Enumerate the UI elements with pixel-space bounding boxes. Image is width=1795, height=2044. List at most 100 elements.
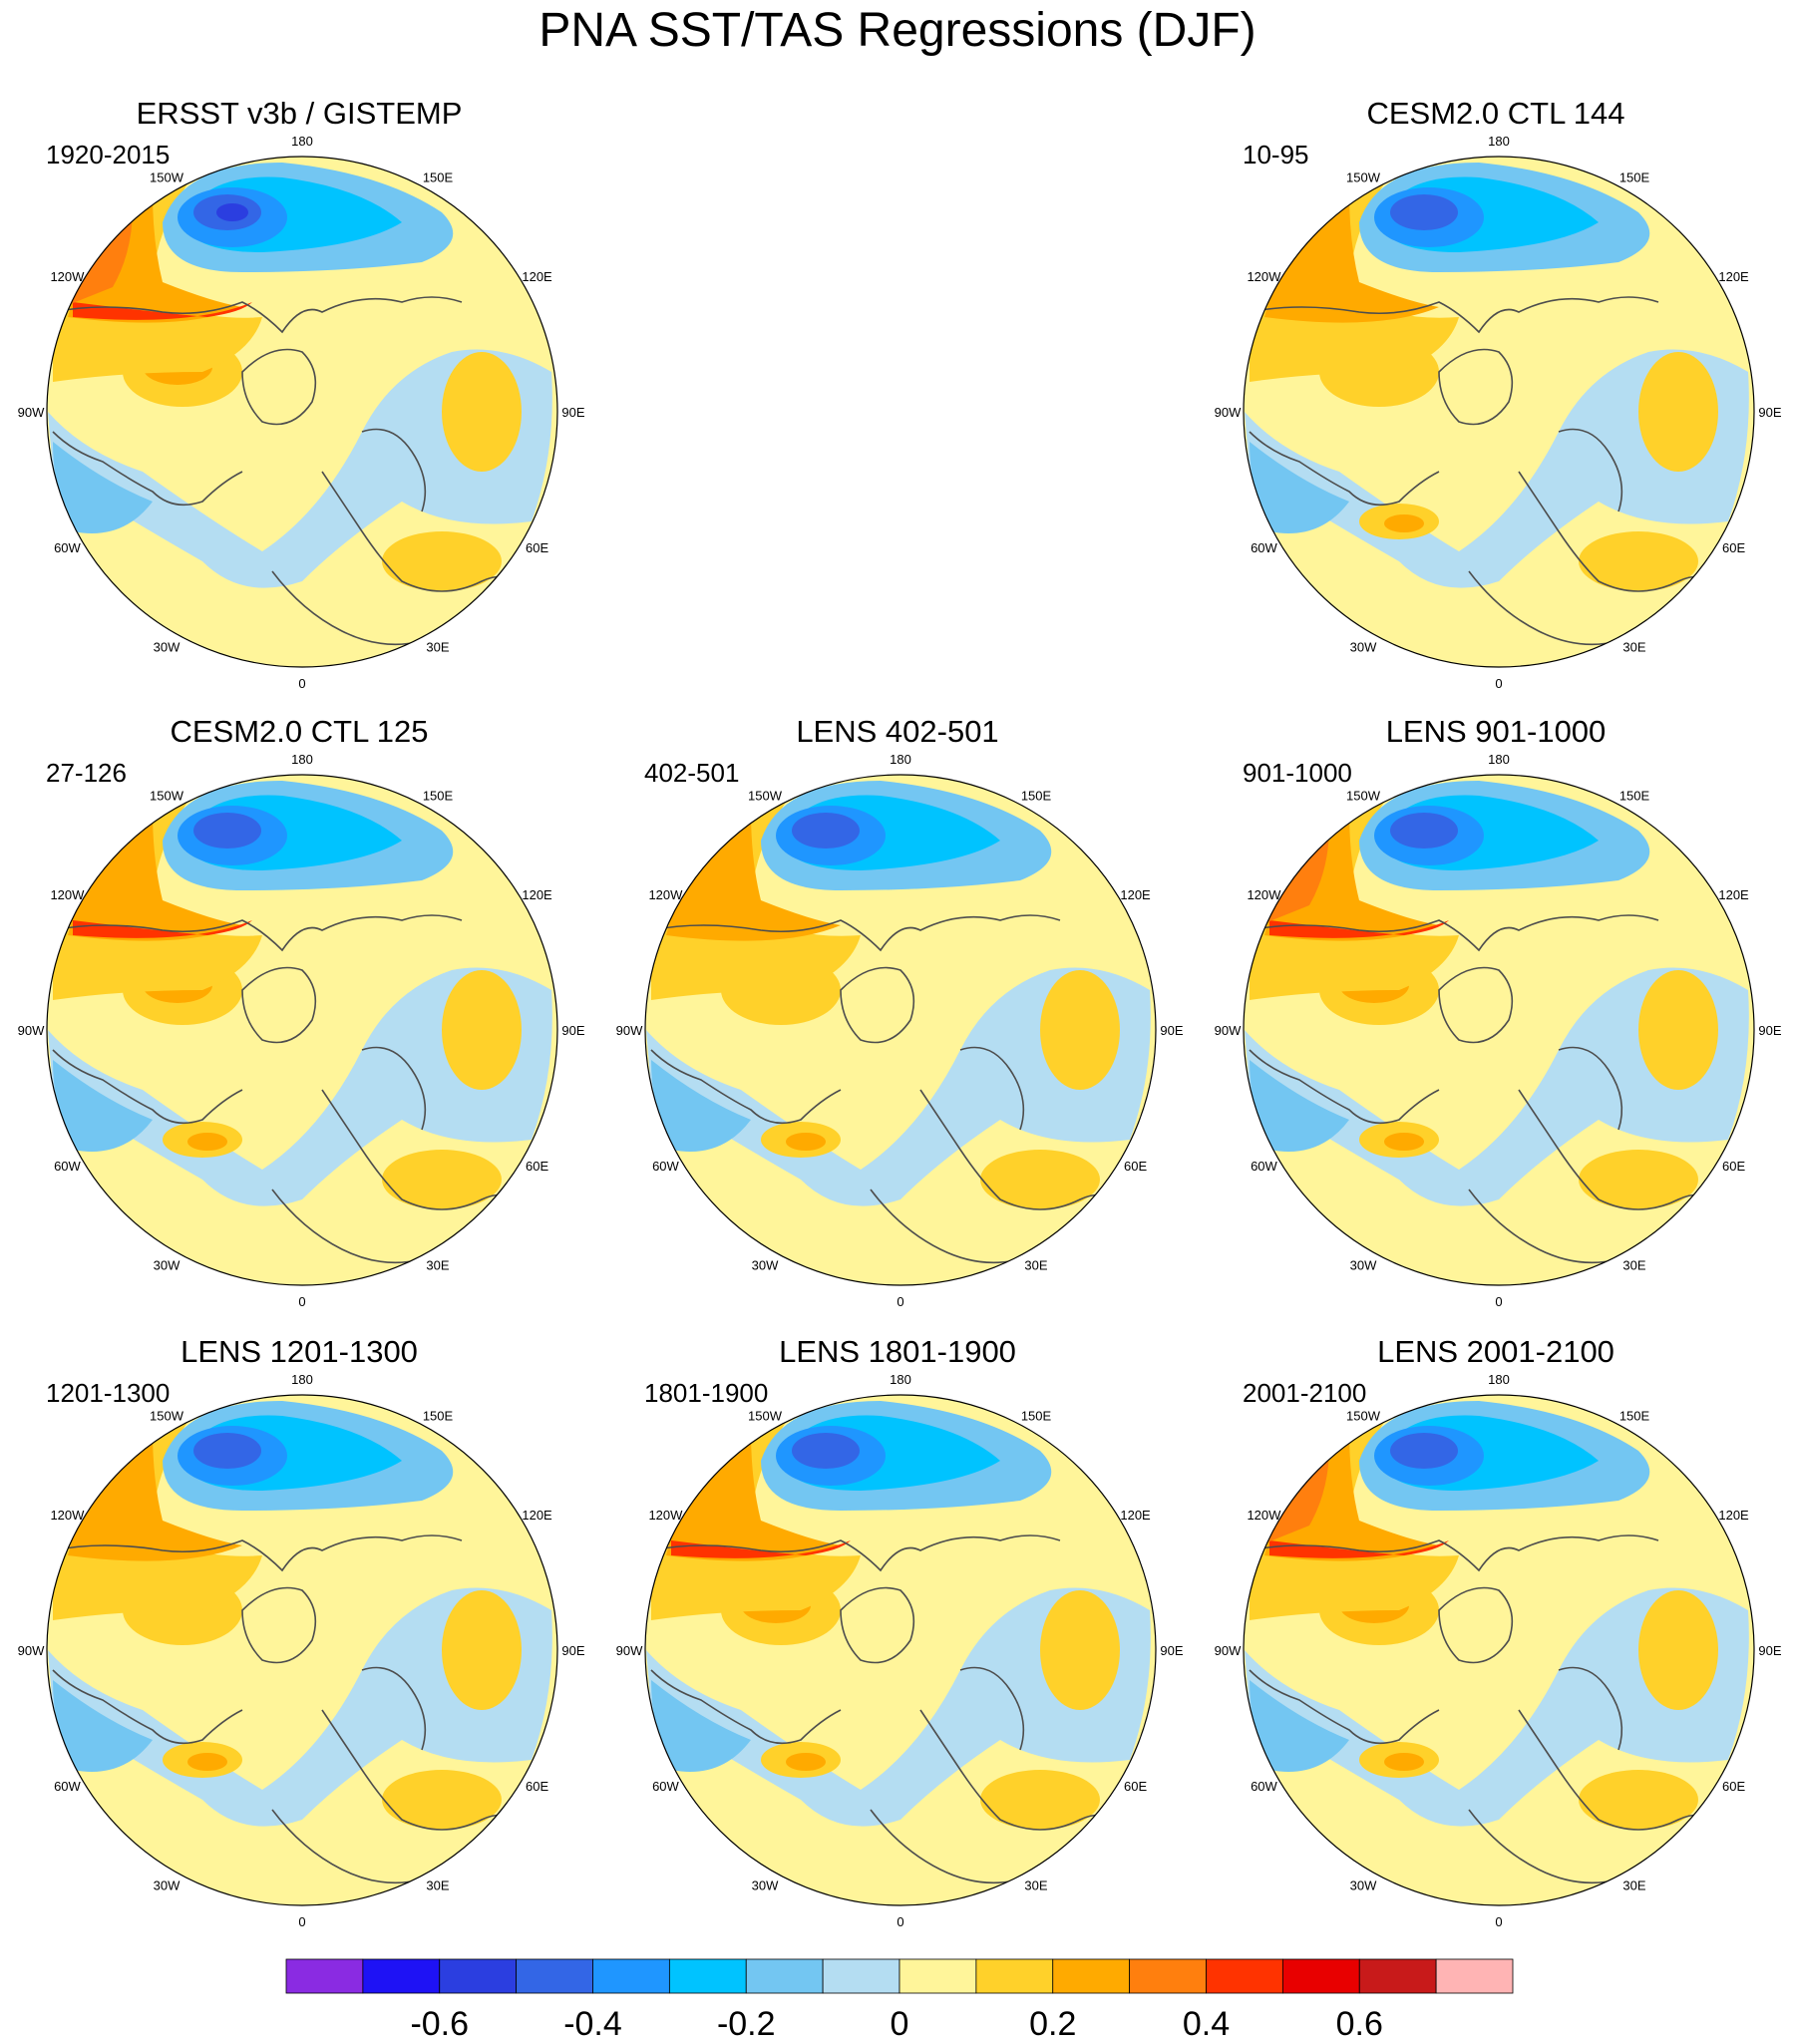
polar-map: 180 150E 120E 90E 60E 30E 0 30W 60W 90W 120W 150W (616, 752, 1184, 1309)
longitude-label: 0 (1495, 1914, 1502, 1929)
longitude-label: 150E (423, 788, 454, 803)
longitude-label: 30W (752, 1258, 779, 1273)
colorbar-swatch (1129, 1958, 1207, 1994)
longitude-label: 120W (1247, 887, 1281, 902)
map-panel: LENS 1801-1900 1801-1900 180 150E 120E 90E 60E… (598, 1333, 1197, 1951)
colorbar-tick-label: 0.6 (1335, 2005, 1383, 2043)
polar-map: 180 150E 120E 90E 60E 30E 0 30W 60W 90W 120W 150W (18, 752, 585, 1309)
longitude-label: 120W (1247, 1508, 1281, 1523)
panel-title: LENS 901-1000 (1385, 714, 1607, 749)
longitude-label: 90E (1758, 1023, 1781, 1038)
longitude-label: 60E (526, 1779, 548, 1794)
longitude-label: 90E (561, 405, 584, 420)
longitude-label: 30E (426, 1258, 449, 1273)
map-boundary (644, 1394, 1157, 1906)
longitude-label: 30W (154, 1878, 180, 1893)
polar-map: 180 150E 120E 90E 60E 30E 0 30W 60W 90W 120W 150W (18, 1372, 585, 1929)
map-panel: ERSST v3b / GISTEMP 1920-2015 180 150E 120E 9… (0, 95, 598, 713)
panel-period: 27-126 (46, 758, 127, 788)
colorbar-swatch (1206, 1958, 1283, 1994)
colorbar-swatch (516, 1958, 593, 1994)
longitude-label: 120E (522, 269, 552, 284)
longitude-label: 120W (50, 269, 85, 284)
colorbar-swatch (1358, 1958, 1437, 1994)
longitude-label: 90W (1215, 1023, 1242, 1038)
panel-title: CESM2.0 CTL 125 (170, 714, 429, 749)
longitude-label: 60W (54, 1159, 81, 1174)
panel-period: 2001-2100 (1243, 1378, 1367, 1408)
longitude-label: 30W (154, 640, 180, 655)
map-panel: LENS 901-1000 901-1000 180 150E 120E 90E 60E 30… (1197, 713, 1795, 1331)
longitude-label: 30E (1622, 1878, 1645, 1893)
longitude-label: 120E (1718, 269, 1749, 284)
map-boundary (46, 156, 558, 668)
longitude-label: 60E (526, 540, 548, 555)
longitude-label: 150W (150, 170, 184, 184)
longitude-label: 180 (291, 1372, 313, 1387)
longitude-label: 120W (50, 887, 85, 902)
longitude-label: 150E (1619, 788, 1650, 803)
longitude-label: 120E (522, 1508, 552, 1523)
longitude-label: 150W (748, 1408, 783, 1423)
longitude-label: 60W (54, 1779, 81, 1794)
longitude-label: 30E (426, 1878, 449, 1893)
longitude-label: 30E (1024, 1878, 1047, 1893)
map-boundary (1243, 1394, 1755, 1906)
longitude-label: 30W (1350, 640, 1377, 655)
colorbar-swatch (362, 1958, 441, 1994)
panel-title: CESM2.0 CTL 144 (1366, 96, 1625, 131)
map-panel: CESM2.0 CTL 144 10-95 180 150E 120E 90E 60E 30E… (1197, 95, 1795, 713)
longitude-label: 60E (1722, 540, 1745, 555)
colorbar-swatch (668, 1958, 747, 1994)
panel-period: 1201-1300 (46, 1378, 171, 1408)
longitude-label: 150W (1346, 788, 1381, 803)
map-panel: LENS 2001-2100 2001-2100 180 150E 120E 90E 60E… (1197, 1333, 1795, 1951)
longitude-label: 180 (1488, 752, 1510, 767)
longitude-label: 120W (648, 887, 683, 902)
longitude-label: 90E (561, 1023, 584, 1038)
colorbar-swatch (592, 1958, 670, 1994)
longitude-label: 0 (1495, 1294, 1502, 1309)
colorbar-swatch (285, 1958, 364, 1994)
colorbar-swatch (975, 1958, 1054, 1994)
longitude-label: 120E (1120, 887, 1151, 902)
longitude-label: 120W (50, 1508, 85, 1523)
map-boundary (1243, 156, 1755, 668)
colorbar-tick-label: -0.2 (716, 2005, 776, 2043)
longitude-label: 90W (1215, 405, 1242, 420)
longitude-label: 60E (1722, 1159, 1745, 1174)
polar-map: 180 150E 120E 90E 60E 30E 0 30W 60W 90W 120W 150W (1215, 1372, 1782, 1929)
colorbar-swatch (822, 1958, 900, 1994)
panel-period: 1920-2015 (46, 140, 171, 170)
colorbar-tick-label: 0.2 (1029, 2005, 1077, 2043)
longitude-label: 90E (1758, 1643, 1781, 1658)
longitude-label: 30W (1350, 1878, 1377, 1893)
colorbar-tick-label: -0.4 (563, 2005, 622, 2043)
longitude-label: 180 (1488, 134, 1510, 149)
panel-title: LENS 1201-1300 (180, 1334, 418, 1369)
figure-title: PNA SST/TAS Regressions (DJF) (538, 4, 1256, 57)
colorbar-swatch (1052, 1958, 1131, 1994)
longitude-label: 120W (648, 1508, 683, 1523)
polar-map: 180 150E 120E 90E 60E 30E 0 30W 60W 90W 120W 150W (1215, 752, 1782, 1309)
longitude-label: 90W (18, 405, 45, 420)
panel-title: LENS 402-501 (796, 714, 999, 749)
longitude-label: 150E (1619, 170, 1650, 184)
polar-map: 180 150E 120E 90E 60E 30E 0 30W 60W 90W 120W 150W (18, 134, 585, 691)
polar-map: 180 150E 120E 90E 60E 30E 0 30W 60W 90W 120W 150W (1215, 134, 1782, 691)
longitude-label: 60W (1251, 1779, 1277, 1794)
panel-period: 901-1000 (1243, 758, 1352, 788)
longitude-label: 60E (1124, 1779, 1147, 1794)
longitude-label: 30W (154, 1258, 180, 1273)
panel-title: LENS 1801-1900 (779, 1334, 1016, 1369)
colorbar-tick-label: -0.6 (410, 2005, 470, 2043)
longitude-label: 90E (1160, 1643, 1183, 1658)
longitude-label: 180 (291, 134, 313, 149)
longitude-label: 120W (1247, 269, 1281, 284)
longitude-label: 150E (1021, 1408, 1052, 1423)
longitude-label: 90W (1215, 1643, 1242, 1658)
map-panel: LENS 1201-1300 1201-1300 180 150E 120E 90E 60E… (0, 1333, 598, 1951)
colorbar-swatch (1435, 1958, 1514, 1994)
map-panel: LENS 402-501 402-501 180 150E 120E 90E 60E 30E 0… (598, 713, 1197, 1331)
longitude-label: 0 (897, 1294, 903, 1309)
